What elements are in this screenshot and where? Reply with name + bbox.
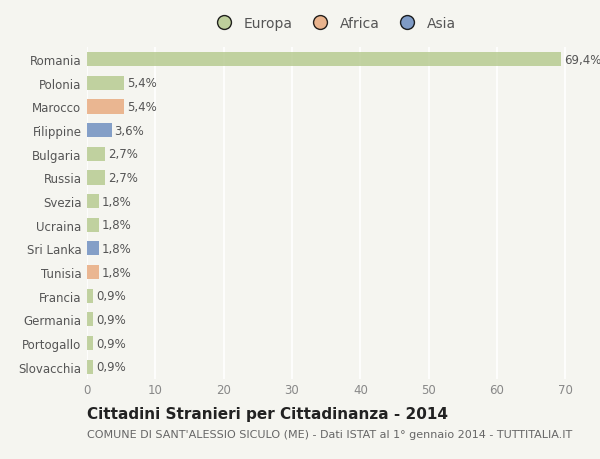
Text: 0,9%: 0,9% bbox=[96, 337, 125, 350]
Text: 2,7%: 2,7% bbox=[108, 172, 138, 185]
Text: 0,9%: 0,9% bbox=[96, 360, 125, 373]
Text: 2,7%: 2,7% bbox=[108, 148, 138, 161]
Legend: Europa, Africa, Asia: Europa, Africa, Asia bbox=[206, 12, 460, 35]
Text: COMUNE DI SANT'ALESSIO SICULO (ME) - Dati ISTAT al 1° gennaio 2014 - TUTTITALIA.: COMUNE DI SANT'ALESSIO SICULO (ME) - Dat… bbox=[87, 429, 572, 439]
Bar bbox=[87, 77, 124, 91]
Bar bbox=[87, 171, 106, 185]
Bar bbox=[87, 195, 100, 209]
Bar bbox=[87, 242, 100, 256]
Bar bbox=[87, 289, 93, 303]
Bar bbox=[87, 313, 93, 327]
Bar bbox=[87, 100, 124, 114]
Text: 1,8%: 1,8% bbox=[102, 219, 132, 232]
Text: 5,4%: 5,4% bbox=[127, 101, 157, 114]
Text: 5,4%: 5,4% bbox=[127, 77, 157, 90]
Text: 1,8%: 1,8% bbox=[102, 266, 132, 279]
Bar bbox=[87, 265, 100, 280]
Text: 1,8%: 1,8% bbox=[102, 195, 132, 208]
Bar bbox=[87, 53, 561, 67]
Bar bbox=[87, 124, 112, 138]
Text: 69,4%: 69,4% bbox=[564, 54, 600, 67]
Text: 1,8%: 1,8% bbox=[102, 242, 132, 255]
Bar bbox=[87, 336, 93, 350]
Text: 3,6%: 3,6% bbox=[115, 124, 144, 137]
Text: 0,9%: 0,9% bbox=[96, 290, 125, 302]
Bar bbox=[87, 147, 106, 162]
Bar bbox=[87, 218, 100, 232]
Text: 0,9%: 0,9% bbox=[96, 313, 125, 326]
Text: Cittadini Stranieri per Cittadinanza - 2014: Cittadini Stranieri per Cittadinanza - 2… bbox=[87, 406, 448, 421]
Bar bbox=[87, 360, 93, 374]
